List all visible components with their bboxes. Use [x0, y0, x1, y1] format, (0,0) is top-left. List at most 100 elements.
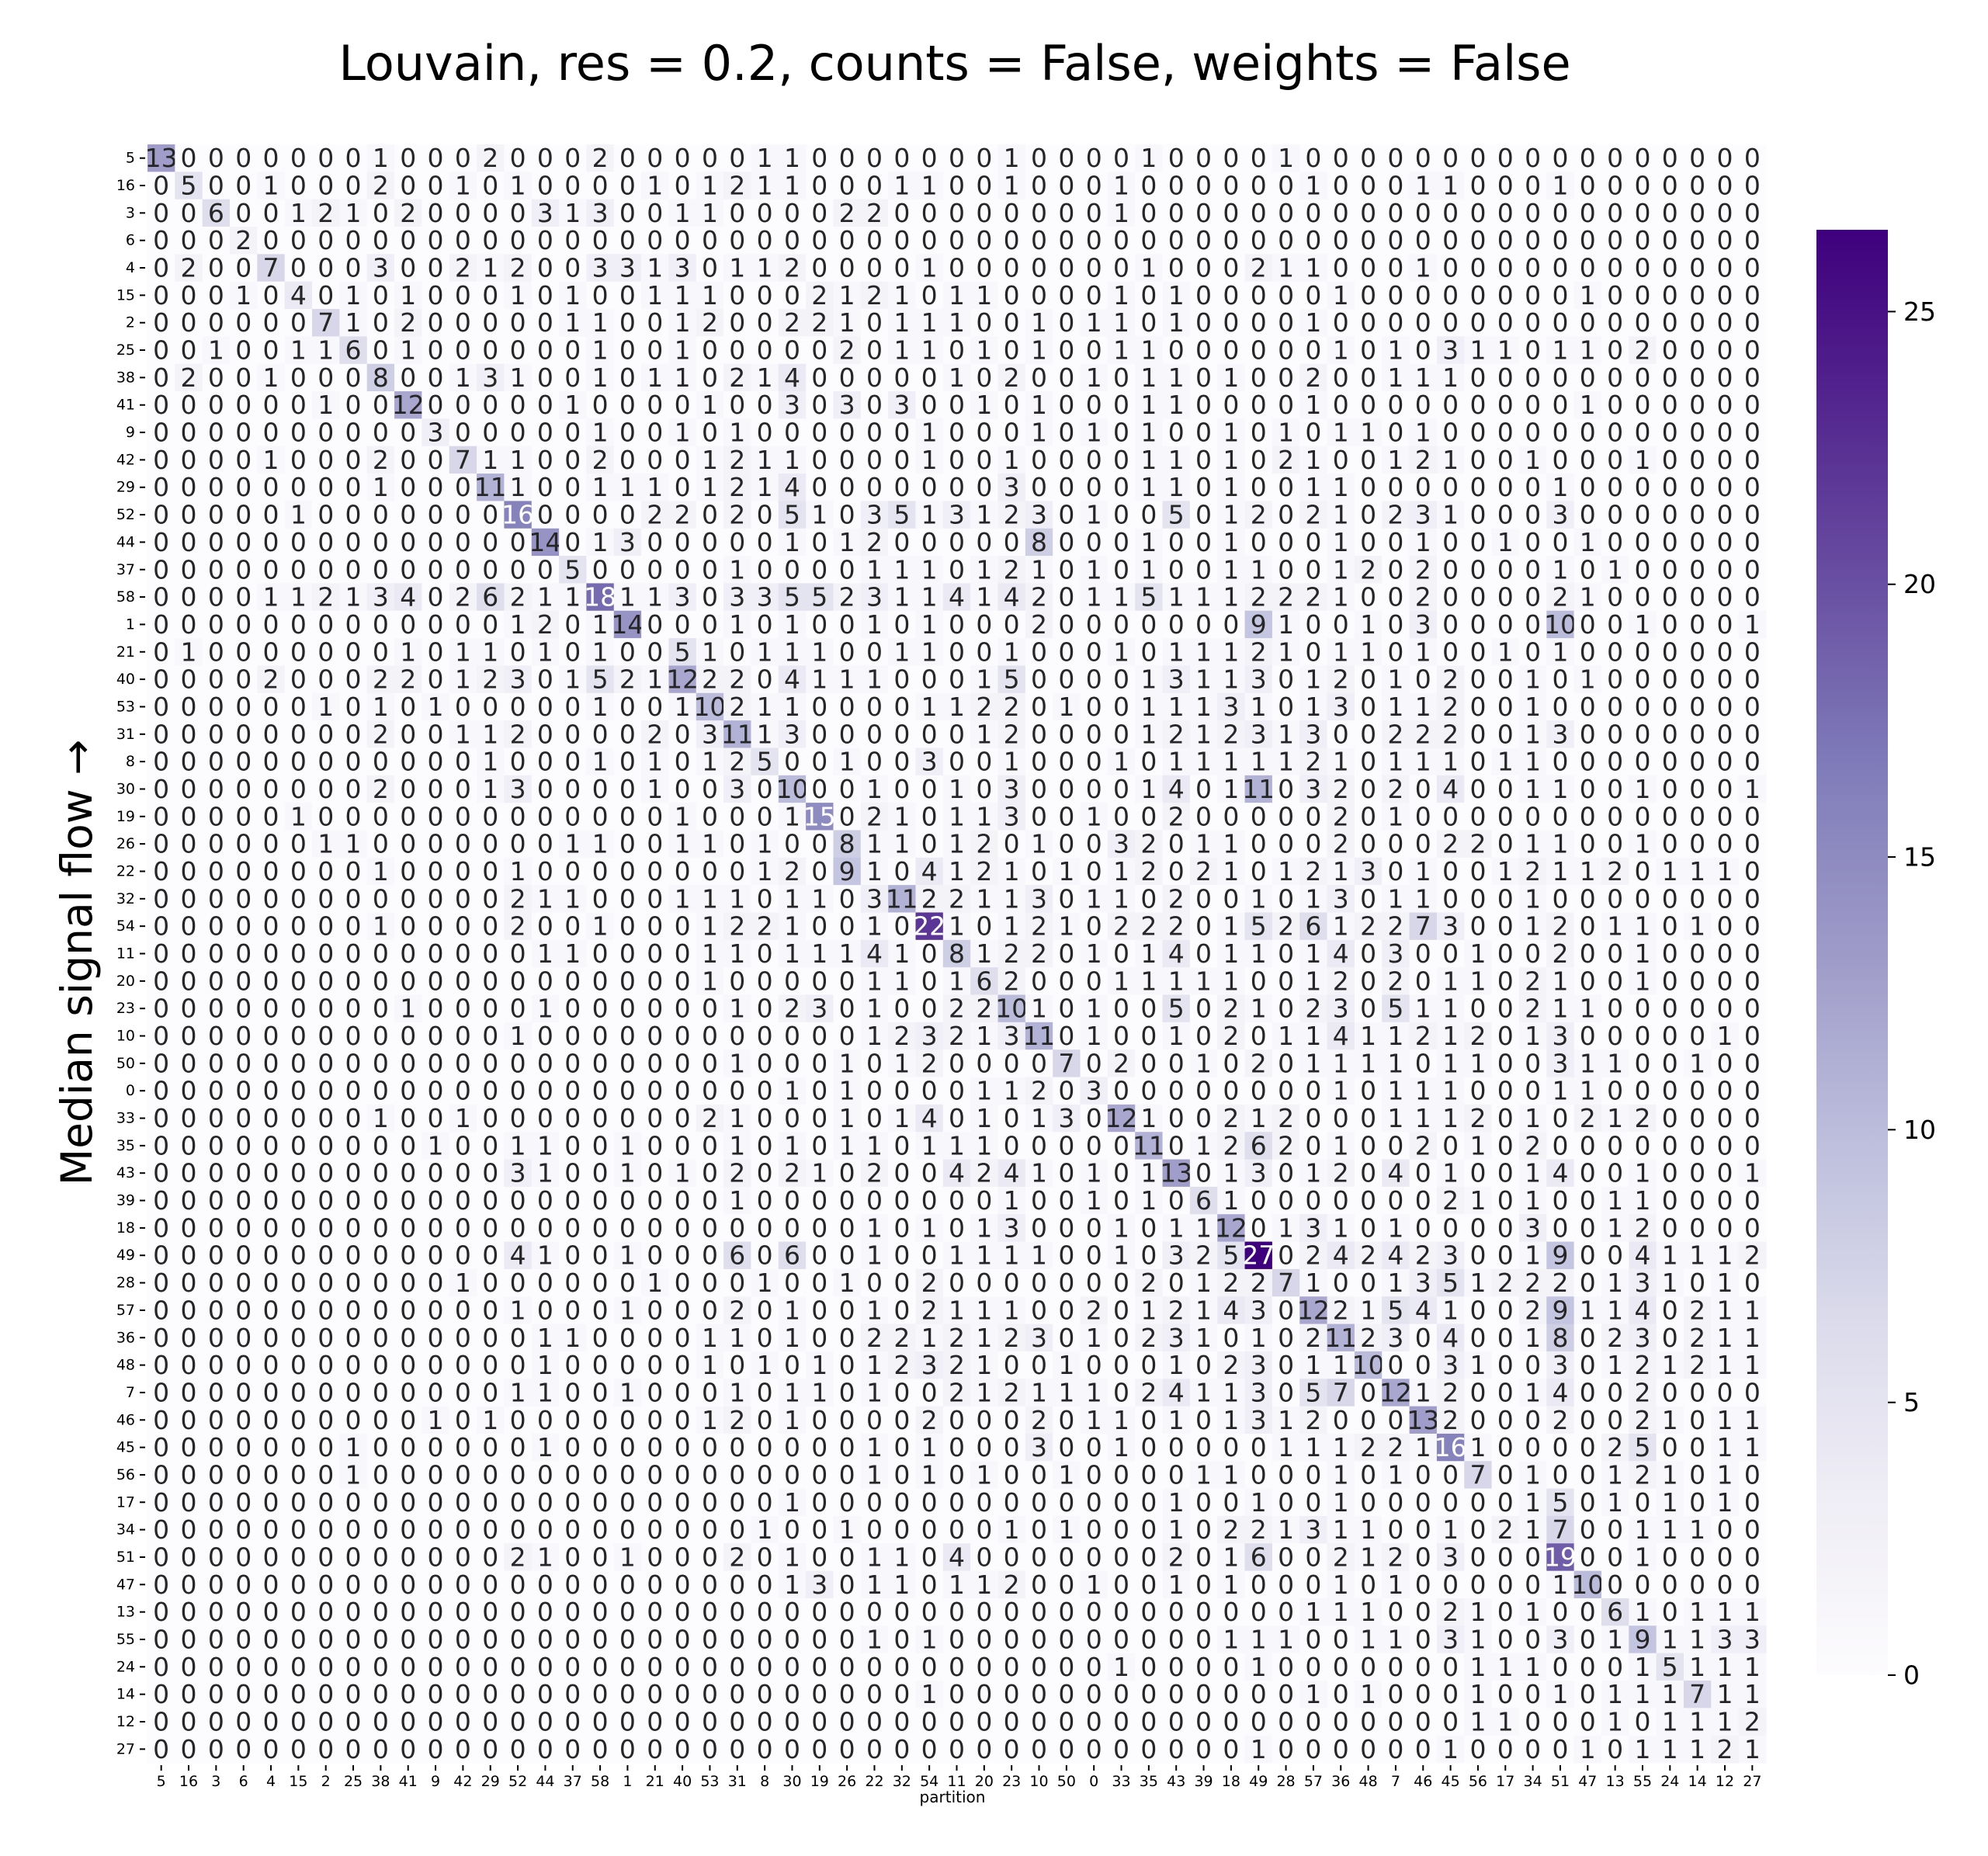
cell-value-label: 0	[1168, 829, 1185, 859]
cell-value-label: 0	[839, 225, 855, 255]
heatmap-cell	[613, 281, 642, 310]
cell-value-label: 1	[592, 747, 609, 777]
cell-value-label: 0	[619, 418, 636, 448]
cell-value-label: 0	[1634, 280, 1650, 310]
cell-value-label: 0	[1525, 225, 1541, 255]
heatmap-cell	[449, 199, 477, 227]
heatmap-cell	[1601, 281, 1629, 310]
heatmap-cell	[1629, 254, 1657, 283]
heatmap-cell	[942, 172, 971, 200]
cell-value-label: 1	[1004, 171, 1020, 201]
cell-value-label: 0	[510, 1076, 526, 1106]
cell-value-label: 0	[757, 390, 773, 420]
cell-value-label: 0	[592, 171, 609, 201]
cell-value-label: 2	[1415, 554, 1431, 585]
cell-value-label: 0	[564, 609, 581, 640]
cell-value-label: 2	[510, 883, 526, 914]
cell-value-label: 1	[345, 198, 362, 228]
cell-value-label: 0	[1744, 527, 1761, 557]
cell-value-label: 0	[1744, 1268, 1761, 1298]
cell-value-label: 1	[1223, 637, 1239, 667]
heatmap-cell	[668, 172, 697, 200]
cell-value-label: 0	[1662, 335, 1678, 366]
cell-value-label: 0	[181, 1240, 197, 1271]
cell-value-label: 0	[1525, 1076, 1541, 1106]
cell-value-label: 0	[1004, 1048, 1020, 1078]
heatmap-cell	[1656, 227, 1684, 255]
cell-value-label: 1	[1251, 883, 1267, 914]
cell-value-label: 0	[317, 609, 334, 640]
cell-value-label: 0	[647, 225, 663, 255]
heatmap-cell	[586, 309, 615, 337]
cell-value-label: 1	[729, 1130, 745, 1160]
heatmap-cell	[723, 199, 752, 227]
cell-value-label: 0	[893, 1158, 910, 1188]
cell-value-label: 1	[976, 335, 992, 366]
cell-value-label: 0	[702, 1021, 718, 1051]
cell-value-label: 0	[592, 1185, 609, 1216]
cell-value-label: 2	[866, 1158, 883, 1188]
heatmap-cell	[1518, 199, 1547, 227]
cell-value-label: 0	[1223, 609, 1239, 640]
cell-value-label: 0	[1031, 1185, 1047, 1216]
cell-value-label: 1	[1552, 966, 1568, 996]
cell-value-label: 0	[1168, 143, 1185, 173]
heatmap-cell	[284, 309, 313, 337]
cell-value-label: 0	[290, 1076, 307, 1106]
cell-value-label: 0	[482, 856, 498, 886]
heatmap-cell	[1272, 281, 1300, 310]
cell-value-label: 0	[428, 527, 444, 557]
heatmap-cell	[1738, 144, 1767, 172]
cell-value-label: 0	[619, 637, 636, 667]
cell-value-label: 0	[345, 390, 362, 420]
cell-value-label: 1	[1113, 856, 1129, 886]
cell-value-label: 1	[1251, 994, 1267, 1024]
heatmap-cell	[1629, 199, 1657, 227]
cell-value-label: 2	[1251, 582, 1267, 612]
cell-value-label: 1	[1607, 1048, 1623, 1078]
cell-value-label: 0	[592, 801, 609, 831]
cell-value-label: 0	[1086, 1240, 1102, 1271]
cell-value-label: 0	[181, 911, 197, 942]
cell-value-label: 0	[1469, 883, 1486, 914]
cell-value-label: 1	[482, 637, 498, 667]
cell-value-label: 5	[1251, 911, 1267, 942]
cell-value-label: 8	[839, 829, 855, 859]
cell-value-label: 0	[1113, 390, 1129, 420]
cell-value-label: 1	[510, 1021, 526, 1051]
cell-value-label: 0	[208, 1048, 224, 1078]
cell-value-label: 1	[482, 445, 498, 475]
cell-value-label: 0	[1031, 856, 1047, 886]
cell-value-label: 0	[1689, 637, 1705, 667]
heatmap-cell	[477, 144, 505, 172]
cell-value-label: 0	[1031, 1048, 1047, 1078]
cell-value-label: 0	[647, 335, 663, 366]
cell-value-label: 0	[455, 500, 471, 530]
cell-value-label: 0	[1442, 198, 1459, 228]
cell-value-label: 2	[1223, 994, 1239, 1024]
heatmap-cell	[1025, 309, 1053, 337]
cell-value-label: 1	[976, 801, 992, 831]
heatmap-cell	[1436, 144, 1465, 172]
cell-value-label: 0	[153, 280, 169, 310]
cell-value-label: 0	[455, 883, 471, 914]
cell-value-label: 0	[317, 664, 334, 695]
cell-value-label: 0	[317, 1048, 334, 1078]
cell-value-label: 5	[1442, 1268, 1459, 1298]
heatmap-cell	[531, 254, 560, 283]
cell-value-label: 1	[1442, 1158, 1459, 1188]
cell-value-label: 1	[1305, 1268, 1321, 1298]
cell-value-label: 1	[400, 637, 416, 667]
cell-value-label: 12	[1215, 1212, 1247, 1243]
cell-value-label: 0	[1387, 280, 1403, 310]
cell-value-label: 1	[921, 554, 938, 585]
cell-value-label: 0	[839, 143, 855, 173]
cell-value-label: 1	[1552, 856, 1568, 886]
cell-value-label: 0	[1716, 801, 1733, 831]
cell-value-label: 1	[702, 280, 718, 310]
cell-value-label: 0	[1580, 225, 1596, 255]
cell-value-label: 0	[1278, 472, 1294, 502]
cell-value-label: 0	[290, 418, 307, 448]
cell-value-label: 0	[235, 911, 252, 942]
cell-value-label: 0	[619, 307, 636, 338]
